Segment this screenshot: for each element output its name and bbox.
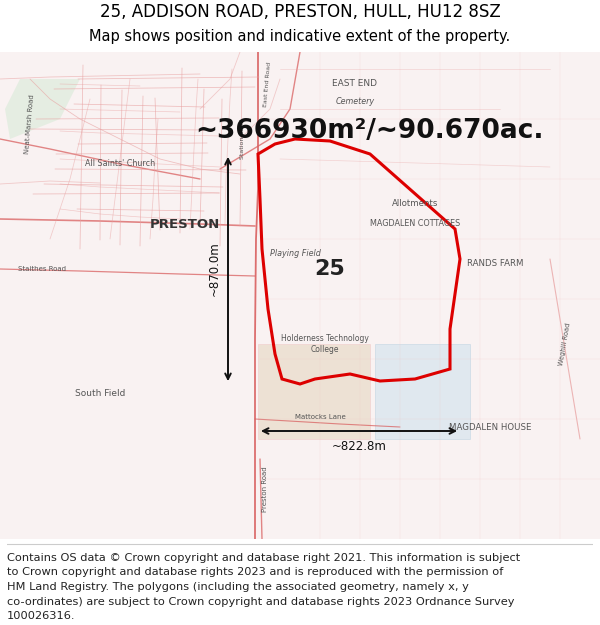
Text: 25, ADDISON ROAD, PRESTON, HULL, HU12 8SZ: 25, ADDISON ROAD, PRESTON, HULL, HU12 8S…: [100, 2, 500, 21]
Text: Weghill Road: Weghill Road: [558, 322, 572, 366]
Text: 100026316.: 100026316.: [7, 611, 76, 621]
Text: ~822.8m: ~822.8m: [332, 441, 386, 454]
Polygon shape: [258, 344, 370, 439]
Text: Mattocks Lane: Mattocks Lane: [295, 414, 346, 420]
Text: East End Road: East End Road: [263, 61, 271, 107]
Text: Staithes Road: Staithes Road: [18, 266, 66, 272]
Text: Contains OS data © Crown copyright and database right 2021. This information is : Contains OS data © Crown copyright and d…: [7, 552, 520, 562]
Text: PRESTON: PRESTON: [150, 217, 220, 231]
Text: Preston Road: Preston Road: [262, 466, 268, 512]
Text: Cemetery: Cemetery: [335, 96, 374, 106]
Text: Station Road: Station Road: [239, 119, 245, 159]
Text: EAST END: EAST END: [332, 79, 377, 89]
Text: Holderness Technology
College: Holderness Technology College: [281, 334, 369, 354]
Text: to Crown copyright and database rights 2023 and is reproduced with the permissio: to Crown copyright and database rights 2…: [7, 568, 503, 578]
Text: All Saints' Church: All Saints' Church: [85, 159, 155, 169]
Text: ~366930m²/~90.670ac.: ~366930m²/~90.670ac.: [196, 118, 544, 144]
Text: 25: 25: [314, 259, 346, 279]
Text: MAGDALEN COTTAGES: MAGDALEN COTTAGES: [370, 219, 460, 229]
Polygon shape: [5, 79, 80, 139]
Text: co-ordinates) are subject to Crown copyright and database rights 2023 Ordnance S: co-ordinates) are subject to Crown copyr…: [7, 597, 515, 607]
Text: Neat-Marsh Road: Neat-Marsh Road: [25, 94, 35, 154]
Polygon shape: [375, 344, 470, 439]
Text: HM Land Registry. The polygons (including the associated geometry, namely x, y: HM Land Registry. The polygons (includin…: [7, 582, 469, 592]
Text: RANDS FARM: RANDS FARM: [467, 259, 523, 269]
Text: MAGDALEN HOUSE: MAGDALEN HOUSE: [449, 422, 531, 431]
Text: Map shows position and indicative extent of the property.: Map shows position and indicative extent…: [89, 29, 511, 44]
Text: Playing Field: Playing Field: [269, 249, 320, 259]
Text: Allotments: Allotments: [392, 199, 438, 209]
Text: ~870.0m: ~870.0m: [208, 242, 221, 296]
Text: South Field: South Field: [75, 389, 125, 399]
